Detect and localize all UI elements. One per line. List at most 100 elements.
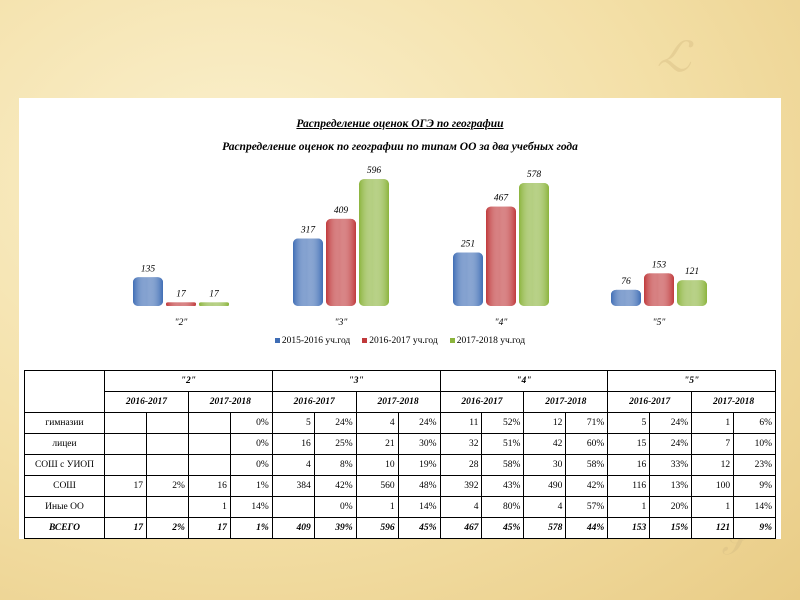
percent-cell: 33% <box>649 454 693 476</box>
percent-cell: 19% <box>397 454 441 476</box>
table-header-grades: "2" "3" "4" "5" <box>24 370 776 413</box>
count-cell: 17 <box>187 517 231 539</box>
count-cell: 116 <box>607 475 651 497</box>
data-label: 153 <box>652 260 667 270</box>
count-cell: 490 <box>523 475 567 497</box>
count-cell: 30 <box>523 454 567 476</box>
data-table: "2" "3" "4" "5" 2016-2017 2017-2018 2016… <box>24 370 776 539</box>
grade-header: "3" <box>271 370 441 392</box>
table-row: СОШ с УИОП 0% 4 8% 10 19% 28 58% 30 58% 16 33% 12 23% <box>24 454 776 476</box>
bar-shine <box>359 179 389 306</box>
year-header: 2017-2018 <box>523 391 609 413</box>
row-label: гимназии <box>24 412 105 434</box>
data-label: 17 <box>209 289 220 299</box>
data-label: 596 <box>367 166 382 176</box>
data-label: 121 <box>685 267 699 277</box>
legend-item: 2015-2016 уч.год <box>274 336 350 346</box>
percent-cell: 9% <box>733 517 776 539</box>
percent-cell: 58% <box>565 454 609 476</box>
chart-legend: 2015-2016 уч.год 2016-2017 уч.год 2017-201… <box>19 336 781 346</box>
count-cell <box>104 412 147 434</box>
percent-cell: 0% <box>313 496 357 518</box>
percent-cell: 58% <box>481 454 525 476</box>
table-row: гимназии 0% 5 24% 4 24% 11 52% 12 71% 5 24% 1 6% <box>24 412 776 434</box>
percent-cell: 42% <box>565 475 609 497</box>
table-row: Иные ОО 1 14% 0% 1 14% 4 80% 4 57% 1 20% 1 14% <box>24 496 776 518</box>
percent-cell: 1% <box>229 475 273 497</box>
decorative-script: ℒ <box>654 27 698 84</box>
count-cell <box>104 496 147 518</box>
count-cell: 392 <box>439 475 483 497</box>
percent-cell: 24% <box>649 412 693 434</box>
count-cell: 596 <box>355 517 399 539</box>
bar-shine <box>293 238 323 306</box>
percent-cell: 42% <box>313 475 357 497</box>
category-label: "3" <box>335 318 349 328</box>
percent-cell: 2% <box>145 517 189 539</box>
count-cell: 5 <box>607 412 651 434</box>
bar-shine <box>644 273 674 306</box>
row-label: СОШ с УИОП <box>24 454 105 476</box>
percent-cell: 24% <box>313 412 357 434</box>
year-header: 2016-2017 <box>271 391 357 413</box>
percent-cell: 1% <box>229 517 273 539</box>
percent-cell: 43% <box>481 475 525 497</box>
row-label: ВСЕГО <box>24 517 105 539</box>
percent-cell: 60% <box>565 433 609 455</box>
percent-cell: 14% <box>733 496 776 518</box>
count-cell: 1 <box>607 496 651 518</box>
count-cell: 467 <box>439 517 483 539</box>
count-cell: 409 <box>271 517 315 539</box>
count-cell <box>271 496 315 518</box>
data-label: 17 <box>176 289 187 299</box>
legend-swatch <box>449 338 455 344</box>
table-corner <box>24 370 105 413</box>
count-cell: 1 <box>355 496 399 518</box>
category-label: "2" <box>175 318 189 328</box>
percent-cell: 0% <box>229 433 273 455</box>
percent-cell: 20% <box>649 496 693 518</box>
count-cell: 100 <box>691 475 735 497</box>
count-cell: 42 <box>523 433 567 455</box>
percent-cell: 14% <box>229 496 273 518</box>
count-cell: 28 <box>439 454 483 476</box>
percent-cell: 9% <box>733 475 776 497</box>
count-cell: 4 <box>271 454 315 476</box>
percent-cell: 71% <box>565 412 609 434</box>
percent-cell: 23% <box>733 454 776 476</box>
bar-shine <box>326 218 356 306</box>
count-cell: 4 <box>439 496 483 518</box>
percent-cell: 0% <box>229 412 273 434</box>
percent-cell: 51% <box>481 433 525 455</box>
year-header: 2016-2017 <box>607 391 693 413</box>
count-cell: 153 <box>607 517 651 539</box>
category-label: "5" <box>653 318 667 328</box>
count-cell: 32 <box>439 433 483 455</box>
data-label: 76 <box>621 277 631 287</box>
bar-shine <box>677 280 707 306</box>
count-cell: 17 <box>104 517 147 539</box>
count-cell: 1 <box>691 412 735 434</box>
percent-cell: 57% <box>565 496 609 518</box>
percent-cell <box>145 433 189 455</box>
count-cell: 11 <box>439 412 483 434</box>
data-label: 251 <box>461 240 475 250</box>
year-header: 2017-2018 <box>187 391 273 413</box>
percent-cell: 80% <box>481 496 525 518</box>
legend-label: 2016-2017 уч.год <box>369 336 438 346</box>
table-row: СОШ 17 2% 16 1% 384 42% 560 48% 392 43% 490 42% 116 13… <box>24 475 776 497</box>
percent-cell: 52% <box>481 412 525 434</box>
percent-cell: 2% <box>145 475 189 497</box>
bar-shine <box>199 302 229 306</box>
count-cell: 4 <box>523 496 567 518</box>
count-cell: 15 <box>607 433 651 455</box>
bar-shine <box>453 252 483 306</box>
data-label: 135 <box>141 264 156 274</box>
count-cell: 578 <box>523 517 567 539</box>
legend-item: 2017-2018 уч.год <box>449 336 525 346</box>
count-cell: 560 <box>355 475 399 497</box>
table-row-total: ВСЕГО 17 2% 17 1% 409 39% 596 45% 467 45% 578 44% 153… <box>24 517 776 539</box>
count-cell <box>104 454 147 476</box>
percent-cell: 24% <box>397 412 441 434</box>
percent-cell: 39% <box>313 517 357 539</box>
